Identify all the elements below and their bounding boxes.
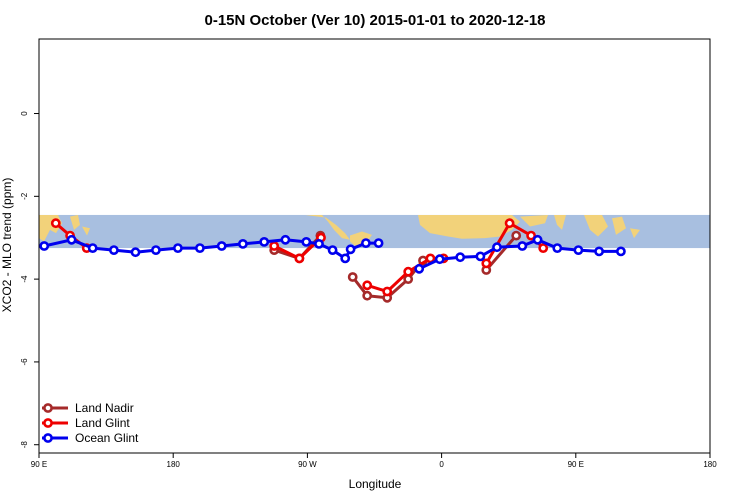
data-point-land-glint <box>526 230 536 241</box>
data-point-ocean-glint <box>130 247 141 258</box>
data-point-land-glint <box>362 280 373 291</box>
data-point-ocean-glint <box>475 251 486 262</box>
data-point-ocean-glint <box>150 245 161 255</box>
data-point-ocean-glint <box>194 243 205 253</box>
data-point-ocean-glint <box>340 253 351 264</box>
data-point-ocean-glint <box>216 241 227 251</box>
data-point-ocean-glint <box>39 241 50 251</box>
series-line-land-nadir <box>484 234 518 272</box>
data-point-ocean-glint <box>237 238 248 249</box>
land-mass <box>418 214 520 239</box>
data-point-ocean-glint <box>532 234 543 245</box>
data-point-land-glint <box>294 253 305 264</box>
legend-item-land-glint: Land Glint <box>42 416 130 430</box>
data-point-ocean-glint <box>455 252 466 263</box>
data-point-ocean-glint <box>66 234 77 245</box>
y-tick-label: -2 <box>20 192 29 200</box>
land-masses <box>39 214 640 247</box>
x-tick-label: 180 <box>703 460 717 469</box>
x-tick-label: 90 E <box>31 460 47 469</box>
land-mass <box>305 214 350 240</box>
x-axis-label: Longitude <box>349 477 402 491</box>
data-point-ocean-glint <box>594 246 604 257</box>
legend-swatch-marker <box>43 418 53 428</box>
data-point-ocean-glint <box>280 234 291 245</box>
data-point-ocean-glint <box>573 245 584 255</box>
data-point-ocean-glint <box>345 244 356 255</box>
data-point-land-glint <box>50 218 61 229</box>
land-mass <box>612 216 626 235</box>
data-point-ocean-glint <box>492 242 502 253</box>
data-point-ocean-glint <box>360 238 371 248</box>
axes: 90 E 180 90 W 0 90 E 180 0 -2 -4 -6 -8 <box>20 111 717 469</box>
data-point-ocean-glint <box>434 254 445 265</box>
plot-layer <box>39 218 626 303</box>
land-mass <box>350 231 372 247</box>
y-tick-label: -8 <box>20 441 29 449</box>
data-point-land-glint <box>382 286 393 297</box>
land-mass <box>630 228 640 239</box>
data-point-ocean-glint <box>616 246 626 257</box>
legend-label: Land Glint <box>75 416 130 430</box>
land-mass <box>520 214 548 227</box>
data-point-ocean-glint <box>373 238 384 248</box>
data-point-land-glint <box>504 218 515 229</box>
data-point-ocean-glint <box>259 236 270 247</box>
x-tick-label: 180 <box>167 460 181 469</box>
y-tick-label: -6 <box>20 358 29 366</box>
series-ocean-glint <box>39 234 626 274</box>
data-point-land-nadir <box>511 230 522 241</box>
land-mass <box>82 226 90 236</box>
data-point-ocean-glint <box>552 243 563 253</box>
legend-label: Ocean Glint <box>75 431 139 445</box>
x-tick-label: 90 E <box>568 460 584 469</box>
x-tick-label: 90 W <box>298 460 317 469</box>
legend-item-ocean-glint: Ocean Glint <box>42 431 139 445</box>
chart-title: 0-15N October (Ver 10) 2015-01-01 to 202… <box>204 12 545 29</box>
data-point-ocean-glint <box>517 241 528 251</box>
data-point-ocean-glint <box>314 238 324 249</box>
y-tick-label: 0 <box>20 111 29 116</box>
data-point-ocean-glint <box>414 263 425 274</box>
data-point-land-glint <box>269 241 280 251</box>
data-point-ocean-glint <box>172 243 183 253</box>
data-point-ocean-glint <box>327 245 338 255</box>
data-point-land-nadir <box>347 272 358 282</box>
legend-swatch-marker <box>43 403 53 413</box>
legend-label: Land Nadir <box>75 401 134 415</box>
land-mass <box>584 214 608 237</box>
data-point-ocean-glint <box>109 245 119 255</box>
legend-item-land-nadir: Land Nadir <box>42 401 134 415</box>
data-point-land-glint <box>481 258 492 269</box>
x-tick-label: 0 <box>439 460 444 469</box>
land-mass <box>554 214 566 230</box>
data-point-land-nadir <box>362 290 373 301</box>
data-point-ocean-glint <box>301 236 312 247</box>
plot-frame <box>38 38 711 454</box>
data-point-ocean-glint <box>87 243 98 253</box>
legend-swatch-marker <box>43 433 53 443</box>
data-point-land-glint <box>538 243 549 253</box>
data-point-land-glint <box>403 266 414 277</box>
land-mass <box>70 214 80 230</box>
y-axis-label: XCO2 - MLO trend (ppm) <box>0 178 14 313</box>
y-tick-label: -4 <box>20 275 29 283</box>
